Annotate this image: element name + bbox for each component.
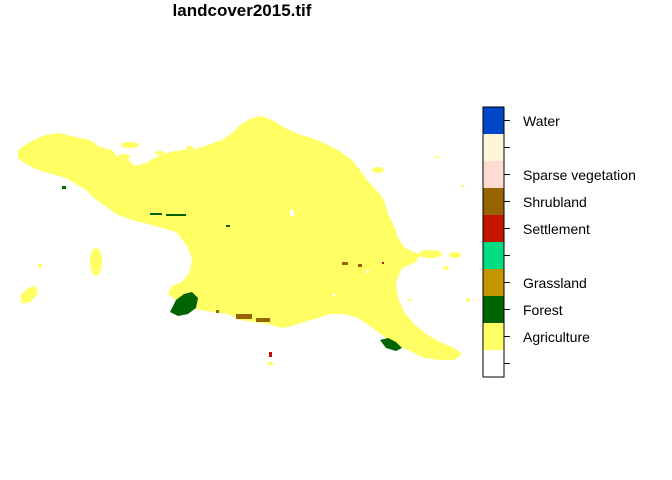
island-north-6 xyxy=(435,156,439,158)
legend-swatch-3 xyxy=(483,269,504,296)
legend-swatch-8 xyxy=(483,134,504,161)
legend-swatch-4 xyxy=(483,242,504,269)
forest-speck-2 xyxy=(166,214,186,216)
forest-speck-3 xyxy=(62,186,66,189)
settlement-speck-1 xyxy=(269,352,272,357)
forest-patch-southwest xyxy=(170,292,198,316)
island-north-5 xyxy=(372,167,384,173)
forest-patches xyxy=(62,186,402,351)
forest-speck-4 xyxy=(226,225,230,227)
legend-swatch-9 xyxy=(483,107,504,134)
legend-swatch-7 xyxy=(483,161,504,188)
island-west-3 xyxy=(38,264,42,268)
map-title: landcover2015.tif xyxy=(172,1,312,20)
legend-swatch-2 xyxy=(483,296,504,323)
forest-speck-1 xyxy=(150,213,162,215)
gap-2 xyxy=(366,270,369,273)
forest-patch-southeast xyxy=(380,338,402,351)
settlement-patches xyxy=(269,262,384,357)
island-north-3 xyxy=(155,151,165,155)
island-east-2 xyxy=(449,252,461,258)
island-north-2 xyxy=(118,154,130,160)
island-west-2 xyxy=(20,286,38,304)
island-east-4 xyxy=(461,185,465,187)
island-east-1 xyxy=(418,250,442,258)
island-north-1 xyxy=(121,142,139,148)
shrub-speck-1 xyxy=(236,314,252,319)
legend-swatch-0 xyxy=(483,350,504,377)
island-east-6 xyxy=(408,299,412,301)
legend-colorbar xyxy=(482,106,510,378)
landmass xyxy=(18,116,470,360)
island-east-3 xyxy=(443,266,449,270)
island-north-4 xyxy=(186,146,194,150)
shrub-speck-3 xyxy=(342,262,348,265)
legend-swatch-1 xyxy=(483,323,504,350)
shrubland-patches xyxy=(216,262,362,322)
gap-1 xyxy=(290,210,294,216)
island-west-1 xyxy=(90,248,102,276)
settlement-speck-2 xyxy=(382,262,384,264)
shrub-speck-5 xyxy=(216,310,219,313)
shrub-speck-2 xyxy=(256,318,270,322)
legend-swatch-5 xyxy=(483,215,504,242)
gap-3 xyxy=(332,294,335,296)
legend-frame xyxy=(482,106,505,378)
legend-swatch-6 xyxy=(483,188,504,215)
island-east-5 xyxy=(466,298,470,302)
nodata-gaps xyxy=(290,210,369,296)
island-mainland xyxy=(18,116,462,360)
shrub-speck-4 xyxy=(358,264,362,267)
island-tiny-south xyxy=(268,362,273,365)
